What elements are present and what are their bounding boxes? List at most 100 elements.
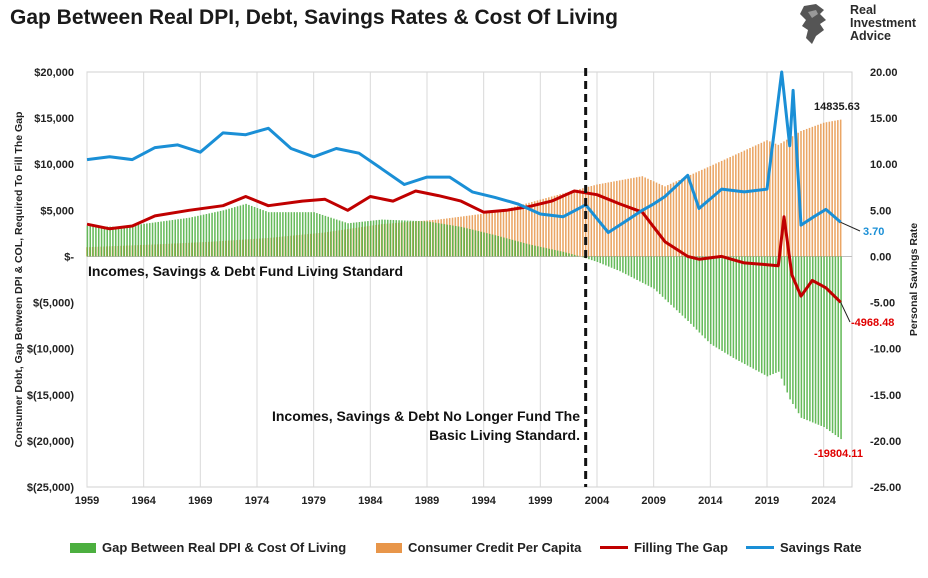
bar-gap-dpi-col <box>503 237 505 257</box>
bar-gap-dpi-col <box>701 256 704 336</box>
bar-consumer-credit <box>667 185 669 257</box>
bar-consumer-credit <box>516 205 519 257</box>
bar-gap-dpi-col <box>792 256 794 404</box>
chart-legend: Gap Between Real DPI & Cost Of Living Co… <box>0 540 928 560</box>
bar-consumer-credit <box>618 180 621 257</box>
bar-consumer-credit <box>788 137 791 257</box>
bar-gap-dpi-col <box>106 226 109 257</box>
bar-consumer-credit <box>774 143 777 257</box>
bar-gap-dpi-col <box>114 226 117 257</box>
bar-consumer-credit <box>684 177 686 257</box>
bar-gap-dpi-col <box>466 228 468 257</box>
y-left-tick-label: $5,000 <box>40 205 74 217</box>
bar-consumer-credit <box>839 119 842 257</box>
bar-gap-dpi-col <box>636 256 638 280</box>
bar-gap-dpi-col <box>763 256 766 375</box>
bar-gap-dpi-col <box>610 256 613 268</box>
bar-gap-dpi-col <box>678 256 681 313</box>
bar-gap-dpi-col <box>605 256 607 266</box>
bar-consumer-credit <box>828 121 831 257</box>
bar-gap-dpi-col <box>551 249 553 257</box>
callout-gap-last: -19804.11 <box>814 448 863 460</box>
bar-consumer-credit <box>720 160 723 257</box>
bar-gap-dpi-col <box>777 256 780 372</box>
bar-gap-dpi-col <box>596 256 599 262</box>
x-tick-label: 2024 <box>811 495 836 507</box>
bar-gap-dpi-col <box>514 240 517 257</box>
x-tick-label: 1959 <box>75 495 99 507</box>
bar-consumer-credit <box>811 126 814 257</box>
bar-consumer-credit <box>545 198 547 257</box>
bar-series-group <box>86 119 842 440</box>
bar-consumer-credit <box>533 201 536 257</box>
bar-gap-dpi-col <box>457 226 460 257</box>
bar-gap-dpi-col <box>497 236 500 257</box>
bar-gap-dpi-col <box>624 256 627 275</box>
bar-consumer-credit <box>825 122 828 257</box>
bar-gap-dpi-col <box>185 218 188 257</box>
bar-consumer-credit <box>638 176 641 257</box>
bar-consumer-credit <box>511 207 513 257</box>
bar-consumer-credit <box>808 127 811 257</box>
bar-gap-dpi-col <box>644 256 647 285</box>
bar-gap-dpi-col <box>613 256 616 269</box>
y-right-tick-label: 0.00 <box>870 251 891 263</box>
bar-gap-dpi-col <box>755 256 757 371</box>
bar-gap-dpi-col <box>86 226 89 257</box>
bar-gap-dpi-col <box>806 256 808 421</box>
bar-gap-dpi-col <box>282 212 284 257</box>
y-left-tick-label: $10,000 <box>34 159 74 171</box>
bar-consumer-credit <box>494 212 496 257</box>
bar-gap-dpi-col <box>126 226 128 257</box>
bar-consumer-credit <box>834 120 836 257</box>
bar-gap-dpi-col <box>562 251 565 257</box>
bar-consumer-credit <box>749 147 751 257</box>
bar-gap-dpi-col <box>242 204 245 257</box>
y-left-tick-label: $(20,000) <box>27 436 74 448</box>
y-left-tick-label: $(5,000) <box>33 298 74 310</box>
bar-consumer-credit <box>689 174 692 257</box>
bar-gap-dpi-col <box>729 256 732 357</box>
bar-gap-dpi-col <box>372 220 375 257</box>
bar-consumer-credit <box>726 158 729 257</box>
y-right-tick-label: 10.00 <box>870 159 898 171</box>
annotation-no-longer-fund-2: Basic Living Standard. <box>429 427 580 443</box>
x-tick-label: 2019 <box>755 495 779 507</box>
bar-gap-dpi-col <box>661 256 664 297</box>
bar-gap-dpi-col <box>704 256 706 339</box>
annotation-fund-living-standard: Incomes, Savings & Debt Fund Living Stan… <box>88 263 403 279</box>
bar-gap-dpi-col <box>565 252 568 257</box>
callout-savings-leader <box>840 221 861 232</box>
bar-gap-dpi-col <box>491 234 494 257</box>
bar-consumer-credit <box>692 173 695 257</box>
y-right-tick-label: -25.00 <box>870 482 901 494</box>
bar-consumer-credit <box>582 188 584 257</box>
bar-gap-dpi-col <box>828 256 831 432</box>
bar-gap-dpi-col <box>500 236 502 257</box>
bar-gap-dpi-col <box>168 220 171 257</box>
bar-gap-dpi-col <box>406 220 409 257</box>
bar-gap-dpi-col <box>112 226 114 257</box>
bar-gap-dpi-col <box>418 221 420 257</box>
x-tick-label: 1964 <box>131 495 156 507</box>
bar-gap-dpi-col <box>520 242 522 257</box>
bar-gap-dpi-col <box>420 221 423 257</box>
bar-gap-dpi-col <box>505 238 508 257</box>
bar-gap-dpi-col <box>191 217 194 257</box>
bar-gap-dpi-col <box>412 220 415 257</box>
y-right-tick-label: 20.00 <box>870 67 898 79</box>
bar-gap-dpi-col <box>239 205 242 257</box>
bar-consumer-credit <box>672 182 675 257</box>
bar-gap-dpi-col <box>749 256 752 368</box>
bar-gap-dpi-col <box>211 212 213 257</box>
bar-gap-dpi-col <box>248 204 250 257</box>
bar-consumer-credit <box>542 198 544 257</box>
bar-gap-dpi-col <box>571 254 573 257</box>
bar-consumer-credit <box>576 189 578 257</box>
bar-gap-dpi-col <box>129 225 131 257</box>
bar-gap-dpi-col <box>92 226 94 257</box>
bar-consumer-credit <box>536 200 539 257</box>
y-right-tick-label: 5.00 <box>870 205 891 217</box>
bar-gap-dpi-col <box>146 223 148 257</box>
